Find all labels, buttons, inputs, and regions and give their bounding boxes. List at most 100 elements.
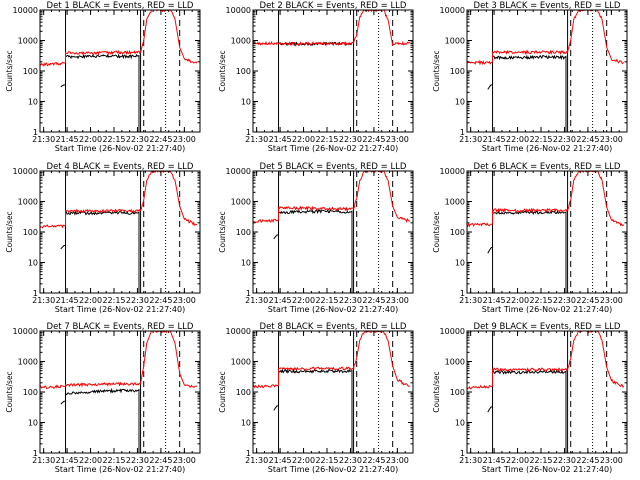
y-tick-label: 100 (236, 228, 251, 237)
x-tick-label: 22:30 (553, 456, 576, 465)
chart-panel-7: 21:30 21:45 22:00 22:15 22:30 22:45 23:00 1 10 10… (5, 322, 201, 474)
y-tick-label: 1 (33, 128, 38, 137)
y-tick-label: 1 (33, 449, 38, 458)
x-tick-label: 22:30 (339, 456, 362, 465)
y-tick-label: 1 (33, 289, 38, 298)
x-tick-label: 21:30 (459, 135, 482, 144)
x-tick-label: 23:00 (173, 296, 196, 305)
chart-title: Det 9 BLACK = Events, RED = LLD (474, 322, 621, 332)
x-tick-label: 21:45 (483, 135, 506, 144)
x-tick-label: 22:00 (292, 135, 315, 144)
y-axis-label: Counts/sec (218, 50, 227, 91)
chart-panel-5: 21:30 21:45 22:00 22:15 22:30 22:45 23:00 1 10 10… (218, 162, 414, 314)
chart-title: Det 4 BLACK = Events, RED = LLD (47, 162, 194, 172)
series-line-lld (253, 171, 411, 224)
chart-title: Det 2 BLACK = Events, RED = LLD (260, 1, 407, 11)
y-axis-label: Counts/sec (218, 371, 227, 412)
x-tick-label: 21:30 (32, 456, 55, 465)
y-tick-label: 10 (455, 98, 465, 107)
x-axis-label: Start Time (26-Nov-02 21:27:40) (55, 465, 185, 474)
x-tick-label: 21:45 (269, 296, 292, 305)
chart-title: Det 3 BLACK = Events, RED = LLD (474, 1, 621, 11)
x-tick-label: 21:45 (56, 135, 79, 144)
series-line-lld (40, 171, 198, 229)
y-tick-label: 10000 (440, 6, 465, 15)
x-tick-label: 22:15 (529, 456, 552, 465)
x-tick-label: 23:00 (600, 296, 623, 305)
x-tick-label: 22:15 (529, 296, 552, 305)
y-tick-label: 1000 (231, 37, 251, 46)
x-tick-label: 23:00 (600, 456, 623, 465)
x-tick-label: 21:45 (483, 296, 506, 305)
x-tick-label: 21:30 (245, 456, 268, 465)
x-tick-label: 23:00 (173, 456, 196, 465)
series-line-events (60, 210, 140, 293)
y-tick-label: 10 (28, 419, 38, 428)
y-tick-label: 100 (450, 67, 465, 76)
y-axis-label: Counts/sec (5, 50, 14, 91)
y-axis-label: Counts/sec (5, 211, 14, 252)
x-tick-label: 21:30 (245, 135, 268, 144)
y-tick-label: 1 (460, 128, 465, 137)
y-tick-label: 1000 (445, 198, 465, 207)
series-line-events (487, 54, 567, 132)
x-tick-label: 22:30 (126, 135, 149, 144)
series-line-lld (467, 331, 625, 390)
chart-title: Det 1 BLACK = Events, RED = LLD (47, 1, 194, 11)
x-axis-label: Start Time (26-Nov-02 21:27:40) (482, 305, 612, 314)
x-axis-label: Start Time (26-Nov-02 21:27:40) (55, 144, 185, 153)
y-axis-label: Counts/sec (432, 371, 441, 412)
x-tick-label: 22:15 (315, 296, 338, 305)
y-tick-label: 100 (23, 228, 38, 237)
plot-frame (466, 330, 628, 454)
chart-panel-1: 21:30 21:45 22:00 22:15 22:30 22:45 23:00 1 10 10… (5, 1, 201, 153)
y-tick-label: 100 (236, 67, 251, 76)
plot-frame (39, 170, 201, 294)
x-tick-label: 21:45 (56, 296, 79, 305)
y-tick-label: 1 (246, 289, 251, 298)
chart-title: Det 7 BLACK = Events, RED = LLD (47, 322, 194, 332)
y-tick-label: 100 (23, 388, 38, 397)
y-tick-label: 1000 (18, 37, 38, 46)
x-tick-label: 22:30 (339, 296, 362, 305)
plot-frame (39, 9, 201, 133)
x-tick-label: 21:30 (459, 296, 482, 305)
x-tick-label: 21:30 (245, 296, 268, 305)
chart-panel-6: 21:30 21:45 22:00 22:15 22:30 22:45 23:00 1 10 10… (432, 162, 628, 314)
x-tick-label: 21:45 (56, 456, 79, 465)
y-tick-label: 100 (450, 228, 465, 237)
x-tick-label: 21:45 (269, 456, 292, 465)
x-tick-label: 22:00 (292, 456, 315, 465)
y-tick-label: 1000 (231, 198, 251, 207)
x-tick-label: 22:15 (529, 135, 552, 144)
series-line-events (487, 369, 567, 453)
x-axis-label: Start Time (26-Nov-02 21:27:40) (482, 144, 612, 153)
x-tick-label: 22:00 (292, 296, 315, 305)
y-axis-label: Counts/sec (432, 50, 441, 91)
x-tick-label: 22:15 (102, 456, 125, 465)
y-tick-label: 10 (28, 98, 38, 107)
x-tick-label: 22:15 (315, 456, 338, 465)
x-tick-label: 22:30 (126, 456, 149, 465)
x-tick-label: 22:45 (576, 135, 599, 144)
plot-frame (252, 170, 414, 294)
plot-frame (252, 9, 414, 133)
chart-panel-2: 21:30 21:45 22:00 22:15 22:30 22:45 23:00 1 10 10… (218, 1, 414, 153)
y-tick-label: 100 (450, 388, 465, 397)
series-line-events (487, 209, 567, 293)
y-tick-label: 1 (246, 128, 251, 137)
x-tick-label: 22:30 (126, 296, 149, 305)
x-tick-label: 23:00 (386, 296, 409, 305)
x-tick-label: 21:45 (269, 135, 292, 144)
series-line-events (273, 368, 353, 453)
y-tick-label: 10 (241, 259, 251, 268)
series-line-lld (467, 171, 624, 228)
y-tick-label: 10000 (13, 327, 38, 336)
y-tick-label: 1000 (445, 37, 465, 46)
y-axis-label: Counts/sec (432, 211, 441, 252)
x-tick-label: 22:15 (102, 135, 125, 144)
x-tick-label: 22:00 (506, 456, 529, 465)
y-tick-label: 10000 (13, 167, 38, 176)
series-line-lld (40, 331, 198, 389)
